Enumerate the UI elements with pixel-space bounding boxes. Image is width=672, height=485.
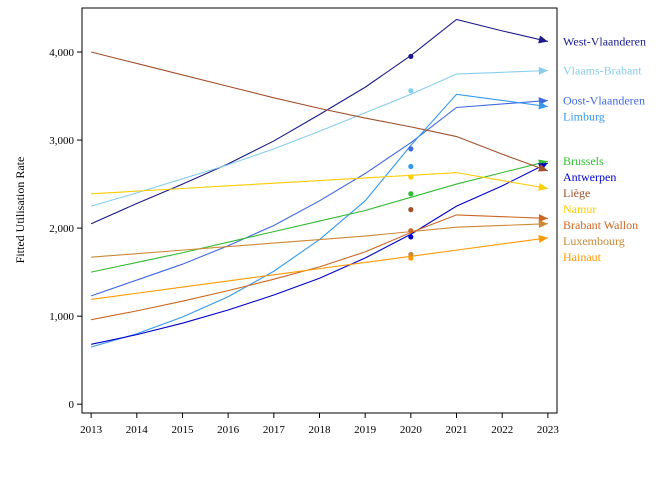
series-label: Oost-Vlaanderen bbox=[563, 93, 645, 107]
series-end-arrow bbox=[538, 235, 548, 243]
series-line bbox=[91, 172, 548, 195]
x-tick-label: 2022 bbox=[491, 424, 513, 436]
y-tick-label: 1,000 bbox=[49, 311, 74, 323]
x-tick-label: 2013 bbox=[80, 424, 103, 436]
series-label: Luxembourg bbox=[563, 234, 625, 248]
series-marker-point bbox=[408, 191, 414, 197]
marker-layer bbox=[408, 53, 414, 261]
series-marker-point bbox=[408, 163, 414, 170]
series-label: Limburg bbox=[563, 109, 605, 123]
y-tick-label: 4,000 bbox=[49, 47, 74, 59]
plot-frame bbox=[81, 7, 558, 414]
series-marker-point bbox=[408, 255, 414, 261]
series-line bbox=[91, 237, 548, 300]
series-label: Hainaut bbox=[563, 250, 602, 264]
x-tick-label: 2014 bbox=[126, 424, 149, 436]
x-tick-label: 2021 bbox=[446, 424, 468, 436]
series-marker-point bbox=[408, 174, 414, 180]
x-axis: 2013 2014 2015 2016 2017 2018 2019 2020 2021 2022… bbox=[80, 413, 559, 436]
series-line bbox=[90, 18, 548, 225]
series-label: Antwerpen bbox=[563, 170, 616, 184]
series-label: Liège bbox=[563, 186, 590, 200]
series-end-arrow bbox=[538, 101, 548, 110]
series-label: Brussels bbox=[563, 154, 604, 168]
series-label: West-Vlaanderen bbox=[563, 34, 646, 48]
series-end-arrow bbox=[538, 164, 548, 172]
x-tick-label: 2016 bbox=[217, 424, 240, 436]
series-label: Namur bbox=[563, 202, 596, 216]
series-end-arrow bbox=[538, 220, 548, 229]
series-layer bbox=[90, 18, 549, 348]
x-tick-label: 2015 bbox=[171, 424, 194, 436]
series-line bbox=[90, 99, 548, 297]
series-marker-point bbox=[408, 146, 414, 152]
series-end-arrow bbox=[538, 183, 548, 191]
series-marker-point bbox=[408, 88, 414, 94]
x-tick-label: 2017 bbox=[263, 424, 286, 436]
series-line bbox=[90, 69, 548, 207]
series-label: Brabant Wallon bbox=[563, 218, 638, 232]
y-axis-label: Fitted Utilisation Rate bbox=[13, 157, 27, 264]
legend-labels: West-Vlaanderen Vlaams-Brabant Oost-Vlaand… bbox=[563, 34, 646, 264]
series-line bbox=[91, 160, 548, 273]
series-line bbox=[91, 214, 548, 321]
series-label: Vlaams-Brabant bbox=[563, 64, 642, 78]
x-tick-label: 2023 bbox=[537, 424, 560, 436]
series-end-arrow bbox=[538, 66, 548, 75]
series-line bbox=[91, 51, 549, 172]
y-tick-label: 0 bbox=[69, 399, 75, 411]
x-tick-label: 2019 bbox=[354, 424, 377, 436]
series-end-arrow bbox=[538, 35, 548, 44]
series-end-arrow bbox=[538, 214, 548, 223]
series-marker-point bbox=[408, 207, 414, 213]
series-line bbox=[91, 162, 549, 345]
x-tick-label: 2020 bbox=[400, 424, 423, 436]
x-tick-label: 2018 bbox=[309, 424, 332, 436]
series-line bbox=[91, 223, 548, 258]
y-tick-label: 2,000 bbox=[49, 223, 74, 235]
y-tick-label: 3,000 bbox=[49, 135, 74, 147]
series-marker-point bbox=[408, 53, 414, 60]
series-marker-point bbox=[408, 228, 414, 234]
series-marker-point bbox=[408, 234, 414, 240]
y-axis: 0 1,000 2,000 3,000 4,000 bbox=[49, 47, 82, 411]
